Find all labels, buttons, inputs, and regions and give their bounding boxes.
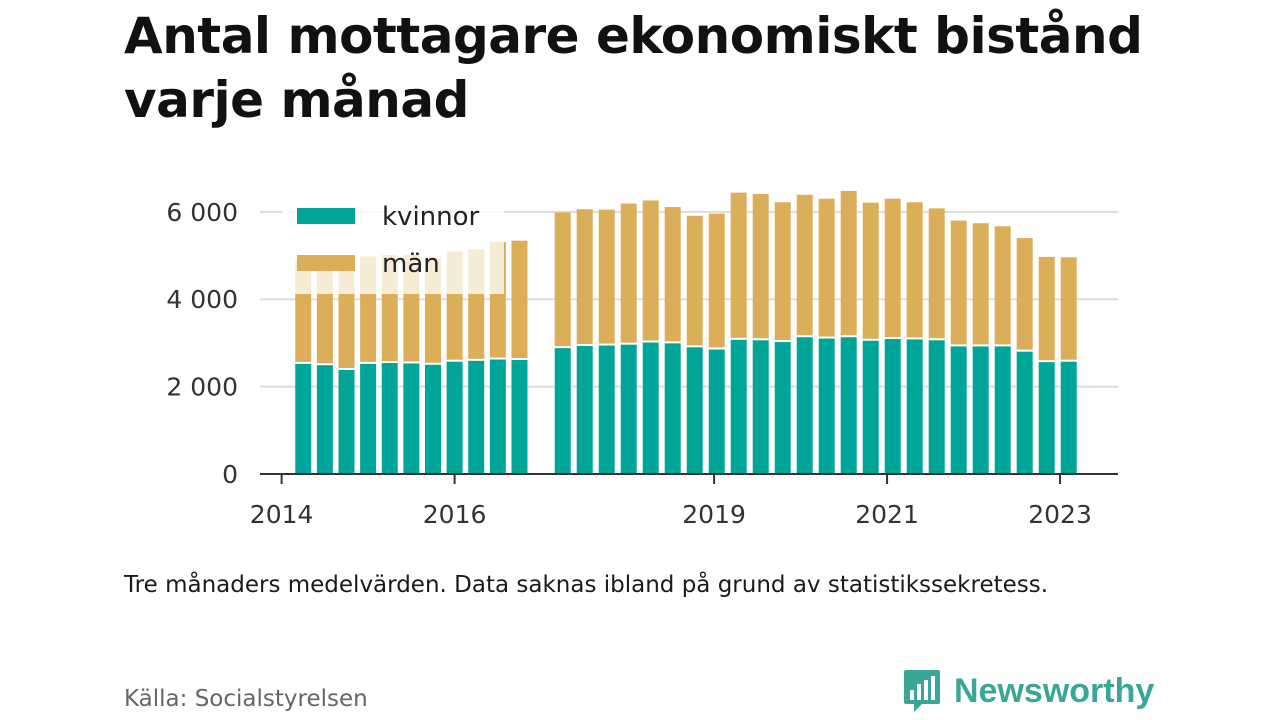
bar-kvinnor bbox=[840, 337, 857, 474]
brand-logo[interactable]: Newsworthy bbox=[902, 668, 1154, 714]
bar-man bbox=[862, 202, 879, 339]
bar-man bbox=[796, 194, 813, 336]
y-tick-label: 4 000 bbox=[166, 285, 238, 314]
bar-man bbox=[1038, 256, 1055, 361]
x-tick-label: 2019 bbox=[682, 500, 746, 529]
bar-man bbox=[950, 220, 967, 345]
bar-kvinnor bbox=[950, 346, 967, 474]
bar-kvinnor bbox=[1060, 361, 1077, 474]
bar-kvinnor bbox=[576, 345, 593, 474]
bar-kvinnor bbox=[884, 338, 901, 474]
bar-kvinnor bbox=[424, 364, 441, 474]
legend-label: kvinnor bbox=[382, 202, 480, 232]
x-tick-label: 2021 bbox=[855, 500, 919, 529]
bar-man bbox=[752, 193, 769, 339]
bar-kvinnor bbox=[338, 370, 355, 474]
bar-kvinnor bbox=[994, 346, 1011, 474]
bars bbox=[295, 190, 1077, 474]
bar-kvinnor bbox=[403, 363, 420, 474]
bar-man bbox=[642, 200, 659, 341]
bar-kvinnor bbox=[316, 365, 333, 474]
bar-man bbox=[774, 202, 791, 341]
bar-kvinnor bbox=[489, 359, 506, 474]
bar-kvinnor bbox=[686, 347, 703, 474]
bar-kvinnor bbox=[360, 363, 377, 474]
bar-man bbox=[972, 223, 989, 345]
bar-kvinnor bbox=[928, 340, 945, 474]
bar-kvinnor bbox=[468, 360, 485, 474]
bar-kvinnor bbox=[708, 349, 725, 474]
bar-kvinnor bbox=[818, 338, 835, 474]
bar-man bbox=[511, 240, 528, 358]
bar-man bbox=[884, 198, 901, 337]
bar-kvinnor bbox=[752, 340, 769, 474]
bar-kvinnor bbox=[554, 348, 571, 474]
bar-man bbox=[620, 203, 637, 343]
bar-kvinnor bbox=[774, 342, 791, 474]
x-tick-label: 2016 bbox=[423, 500, 487, 529]
x-tick-label: 2014 bbox=[250, 500, 314, 529]
bar-man bbox=[554, 212, 571, 347]
bar-kvinnor bbox=[1038, 362, 1055, 474]
brand-name: Newsworthy bbox=[954, 671, 1155, 710]
bar-kvinnor bbox=[730, 339, 747, 474]
bar-man bbox=[576, 209, 593, 344]
legend-swatch bbox=[297, 255, 355, 271]
bar-man bbox=[686, 215, 703, 346]
bar-kvinnor bbox=[446, 361, 463, 474]
bar-kvinnor bbox=[796, 337, 813, 474]
y-tick-label: 6 000 bbox=[166, 198, 238, 227]
bar-kvinnor bbox=[620, 344, 637, 474]
bar-kvinnor bbox=[862, 340, 879, 474]
newsworthy-logo-icon bbox=[904, 670, 940, 712]
y-tick-label: 2 000 bbox=[166, 373, 238, 402]
bar-man bbox=[818, 198, 835, 337]
bar-man bbox=[1060, 257, 1077, 360]
bar-kvinnor bbox=[972, 346, 989, 474]
bar-kvinnor bbox=[642, 342, 659, 474]
bar-kvinnor bbox=[511, 359, 528, 474]
bar-kvinnor bbox=[1016, 351, 1033, 474]
legend-swatch bbox=[297, 208, 355, 224]
legend: kvinnor män bbox=[282, 196, 504, 294]
bar-man bbox=[598, 209, 615, 344]
bar-man bbox=[906, 202, 923, 338]
bar-man bbox=[840, 190, 857, 336]
x-axis: 2014 2016 2019 2021 2023 bbox=[250, 473, 1118, 529]
y-tick-label: 0 bbox=[222, 460, 238, 489]
bar-kvinnor bbox=[381, 363, 398, 474]
x-tick-label: 2023 bbox=[1028, 500, 1092, 529]
bar-man bbox=[928, 208, 945, 339]
bar-kvinnor bbox=[664, 343, 681, 474]
source-credit: Källa: Socialstyrelsen bbox=[124, 686, 368, 712]
bar-kvinnor bbox=[295, 363, 312, 474]
bar-man bbox=[730, 192, 747, 338]
bar-man bbox=[708, 213, 725, 348]
bar-man bbox=[664, 207, 681, 342]
bar-man bbox=[1016, 238, 1033, 350]
legend-label: män bbox=[382, 249, 440, 279]
stacked-bar-chart: 0 2 000 4 000 6 000 2014 2016 2019 2021 2023 kv… bbox=[166, 190, 1118, 529]
chart-title: Antal mottagare ekonomiskt bistånd varje… bbox=[124, 7, 1143, 129]
bar-man bbox=[994, 226, 1011, 345]
bar-kvinnor bbox=[598, 345, 615, 474]
chart-note: Tre månaders medelvärden. Data saknas ib… bbox=[124, 572, 1049, 598]
y-axis-ticks: 0 2 000 4 000 6 000 bbox=[166, 198, 238, 489]
bar-kvinnor bbox=[906, 339, 923, 474]
